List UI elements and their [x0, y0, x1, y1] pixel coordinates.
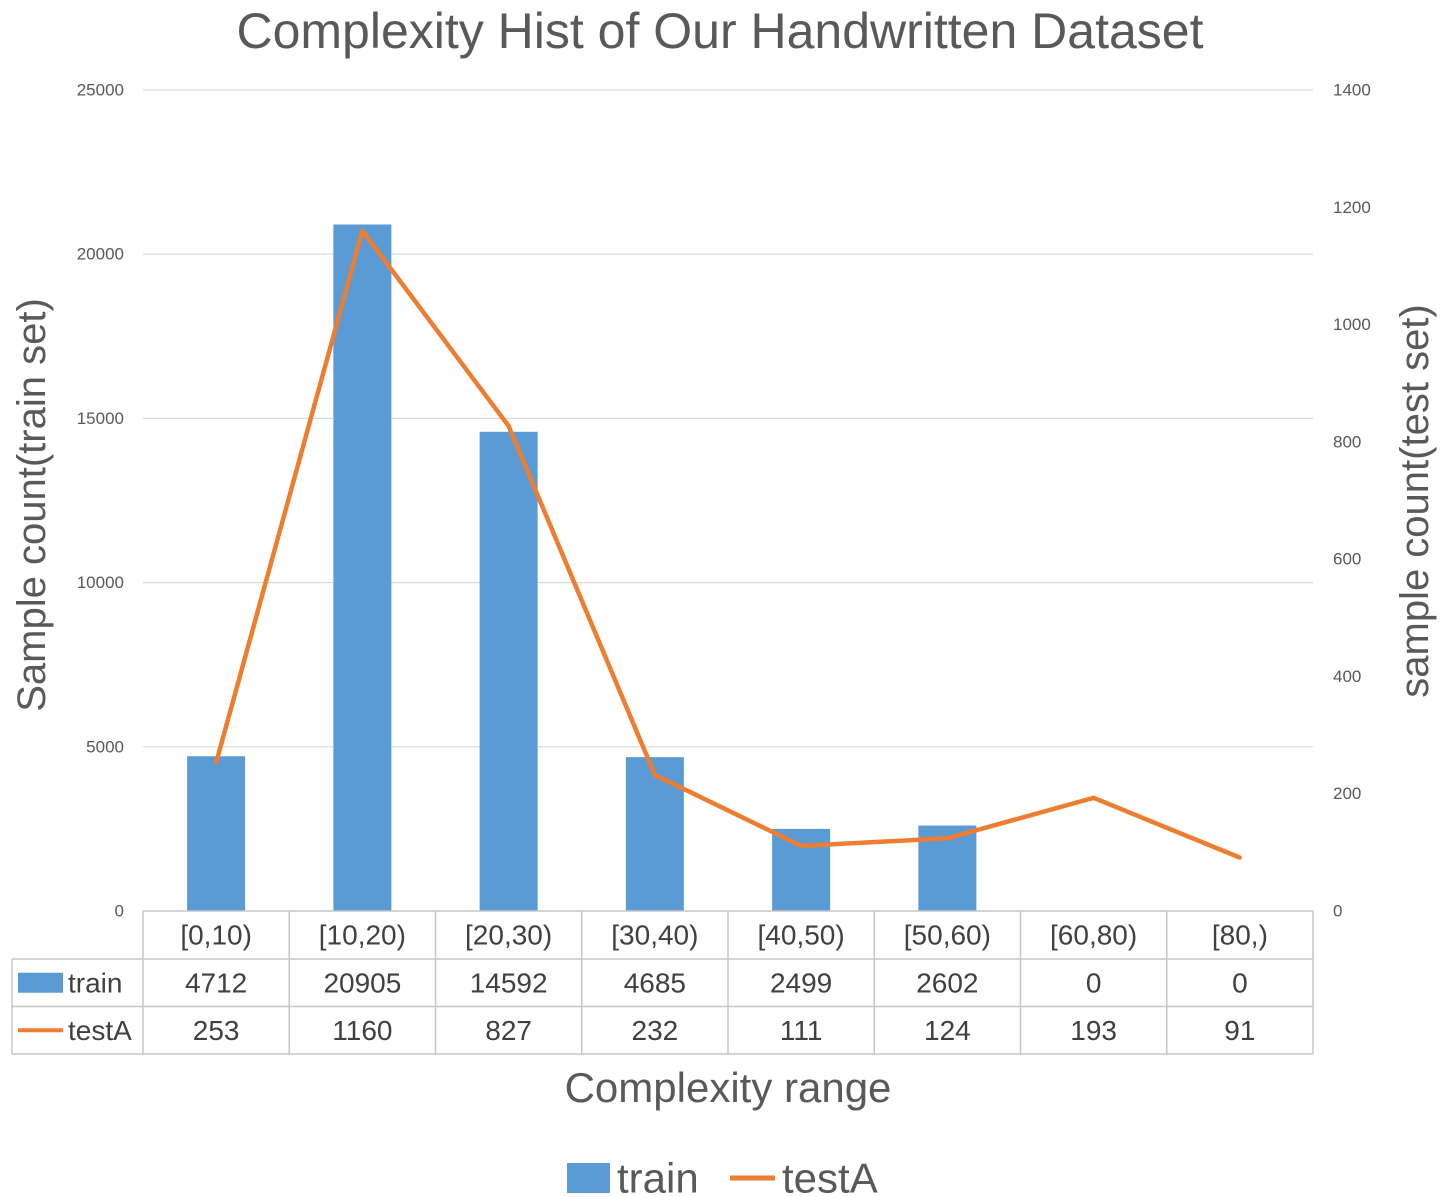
y-axis-title-right: sample count(test set) [1393, 304, 1437, 698]
table-value-testa: 193 [1070, 1015, 1117, 1046]
y-tick-label-right: 1000 [1333, 315, 1371, 334]
point-testa-4 [799, 843, 804, 848]
table-header-category: [40,50) [758, 920, 845, 951]
point-testa-3 [652, 772, 657, 777]
table-value-train: 14592 [470, 967, 548, 998]
bar-train-1 [333, 224, 392, 911]
table-value-train: 2499 [770, 967, 832, 998]
table-header-category: [10,20) [319, 920, 406, 951]
data-table: [0,10) [10,20) [20,30) [30,40) [40,50) [50,60… [11, 910, 1314, 1055]
point-testa-6 [1091, 795, 1096, 800]
table-value-train: 0 [1086, 967, 1102, 998]
bar-train-4 [772, 828, 831, 911]
y-axis-right-ticks: 0 200 400 600 800 1000 1200 1400 [1333, 81, 1371, 921]
point-testa-5 [945, 836, 950, 841]
table-value-testa: 111 [780, 1015, 823, 1046]
legend-label-testa: testA [782, 1155, 878, 1197]
y-tick-label-left: 10000 [77, 573, 124, 592]
y-tick-label-left: 25000 [77, 81, 124, 100]
y-axis-left-ticks: 0 5000 10000 15000 20000 25000 [77, 81, 124, 921]
table-row-label-testa: testA [68, 1015, 132, 1046]
legend-label-train: train [617, 1155, 699, 1197]
y-tick-label-right: 800 [1333, 432, 1361, 451]
x-axis-title: Complexity range [565, 1064, 892, 1111]
table-value-testa: 124 [924, 1015, 971, 1046]
point-testa-0 [214, 760, 219, 765]
table-value-testa: 232 [632, 1015, 679, 1046]
y-tick-label-right: 1400 [1333, 81, 1371, 100]
table-value-testa: 1160 [332, 1015, 392, 1046]
y-tick-label-left: 15000 [77, 409, 124, 428]
table-value-train: 4685 [624, 967, 686, 998]
bar-train-2 [479, 431, 538, 911]
table-header-category: [50,60) [904, 920, 991, 951]
point-testa-2 [506, 424, 511, 429]
table-header-category: [30,40) [611, 920, 698, 951]
table-value-train: 4712 [185, 967, 247, 998]
table-value-testa: 91 [1224, 1015, 1255, 1046]
y-tick-label-left: 0 [115, 902, 124, 921]
y-axis-title-left: Sample count(train set) [10, 298, 54, 712]
series-line-testa [213, 228, 1241, 860]
line-series [213, 228, 1242, 860]
bar-train-3 [625, 757, 684, 911]
y-tick-label-left: 20000 [77, 245, 124, 264]
y-tick-label-right: 400 [1333, 667, 1361, 686]
table-key-train [18, 972, 63, 993]
y-tick-label-right: 200 [1333, 784, 1361, 803]
point-testa-7 [1237, 855, 1242, 860]
y-tick-label-right: 1200 [1333, 198, 1371, 217]
table-header-category: [0,10) [180, 920, 252, 951]
table-value-testa: 253 [193, 1015, 240, 1046]
table-header-category: [80,) [1212, 920, 1268, 951]
table-header-category: [60,80) [1050, 920, 1137, 951]
bar-train-0 [187, 756, 246, 911]
y-tick-label-right: 0 [1333, 902, 1342, 921]
y-tick-label-right: 600 [1333, 550, 1361, 569]
table-value-train: 2602 [916, 967, 978, 998]
y-tick-label-left: 5000 [86, 737, 124, 756]
legend-item-testa: testA [730, 1155, 878, 1197]
point-testa-1 [360, 228, 365, 233]
table-row-label-train: train [68, 967, 122, 998]
legend-swatch-train [567, 1163, 610, 1193]
table-value-train: 0 [1232, 967, 1248, 998]
table-header-category: [20,30) [465, 920, 552, 951]
table-value-train: 20905 [323, 967, 401, 998]
table-value-testa: 827 [485, 1015, 532, 1046]
legend-item-train: train [567, 1155, 699, 1197]
chart-title: Complexity Hist of Our Handwritten Datas… [236, 3, 1203, 59]
legend: train testA [567, 1155, 878, 1197]
